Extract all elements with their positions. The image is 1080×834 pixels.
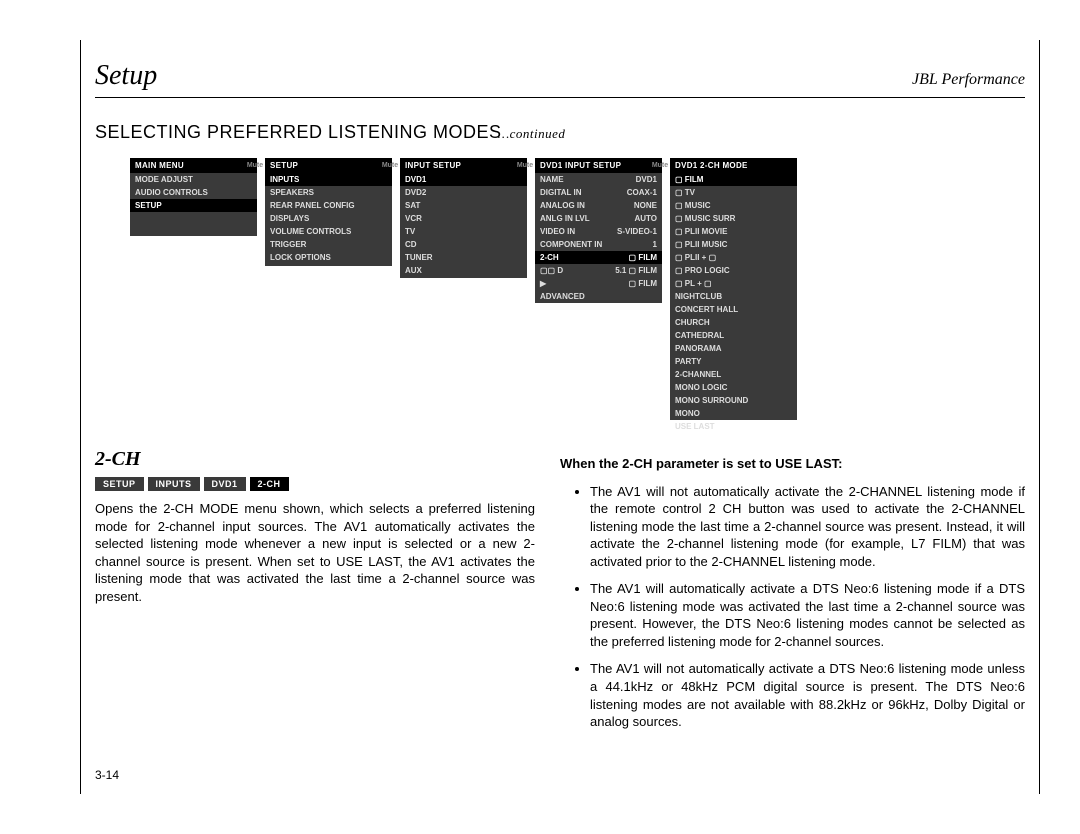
mute-icon: Mute (247, 158, 263, 172)
menu-item: MODE ADJUST (130, 173, 257, 186)
breadcrumb-item: SETUP (95, 477, 144, 491)
menu-item: REAR PANEL CONFIG (265, 199, 392, 212)
menu-item: PARTY (670, 355, 797, 368)
menu-item: CD (400, 238, 527, 251)
menu-row: NAMEDVD1 (535, 173, 662, 186)
mute-icon: Mute (652, 158, 668, 172)
menu-item: SETUP (130, 199, 257, 212)
section-title: SELECTING PREFERRED LISTENING MODES…cont… (95, 122, 565, 143)
menu-item: CONCERT HALL (670, 303, 797, 316)
menu-item: NIGHTCLUB (670, 290, 797, 303)
menu-item: ▢ FILM (670, 173, 797, 186)
menu-item: LOCK OPTIONS (265, 251, 392, 264)
page-number: 3-14 (95, 768, 119, 782)
menu-input-setup: Mute INPUT SETUP DVD1DVD2SATVCRTVCDTUNER… (400, 158, 527, 278)
menu-item: ▢ MUSIC SURR (670, 212, 797, 225)
body-right: When the 2-CH parameter is set to USE LA… (560, 455, 1025, 741)
menu-item: USE LAST (670, 420, 797, 433)
menu-item: DISPLAYS (265, 212, 392, 225)
menu-item: MONO (670, 407, 797, 420)
menu-item: SAT (400, 199, 527, 212)
menu-item: ▢ PL + ▢ (670, 277, 797, 290)
menu-dvd1-2ch: DVD1 2-CH MODE ▢ FILM▢ TV▢ MUSIC▢ MUSIC … (670, 158, 797, 420)
menu-row: COMPONENT IN1 (535, 238, 662, 251)
body-left-paragraph: Opens the 2-CH MODE menu shown, which se… (95, 500, 535, 605)
menu-item: TRIGGER (265, 238, 392, 251)
menu-item: VOLUME CONTROLS (265, 225, 392, 238)
header-brand: JBL Performance (912, 71, 1025, 89)
menu-item: ▢ TV (670, 186, 797, 199)
list-item: The AV1 will not automatically activate … (590, 660, 1025, 730)
menu-item: AUDIO CONTROLS (130, 186, 257, 199)
menu-row: ANLG IN LVLAUTO (535, 212, 662, 225)
menu-item: CATHEDRAL (670, 329, 797, 342)
mute-icon: Mute (382, 158, 398, 172)
menu-item: DVD1 (400, 173, 527, 186)
menu-row: 2-CH▢ FILM (535, 251, 662, 264)
breadcrumb: SETUP INPUTS DVD1 2-CH (95, 477, 293, 491)
menu-dvd1-input-title: DVD1 INPUT SETUP (535, 158, 662, 173)
menu-item: 2-CHANNEL (670, 368, 797, 381)
menu-input-setup-title: INPUT SETUP (400, 158, 527, 173)
menu-item: TV (400, 225, 527, 238)
menu-item: SPEAKERS (265, 186, 392, 199)
menu-row: ANALOG INNONE (535, 199, 662, 212)
menu-item: PANORAMA (670, 342, 797, 355)
menu-item: ▢ MUSIC (670, 199, 797, 212)
menu-item: MONO LOGIC (670, 381, 797, 394)
menu-main-title: MAIN MENU (130, 158, 257, 173)
menu-setup-title: SETUP (265, 158, 392, 173)
menu-item: CHURCH (670, 316, 797, 329)
menu-item: ▢ PLII MUSIC (670, 238, 797, 251)
menu-row: ▶▢ FILM (535, 277, 662, 290)
menu-item: ▢ PRO LOGIC (670, 264, 797, 277)
menu-item: DVD2 (400, 186, 527, 199)
menu-item: TUNER (400, 251, 527, 264)
menu-row: ▢▢ D5.1 ▢ FILM (535, 264, 662, 277)
body-right-list: The AV1 will not automatically activate … (560, 483, 1025, 731)
menu-setup: Mute SETUP INPUTSSPEAKERSREAR PANEL CONF… (265, 158, 392, 266)
menu-item: VCR (400, 212, 527, 225)
menu-main: Mute MAIN MENU MODE ADJUSTAUDIO CONTROLS… (130, 158, 257, 236)
mute-icon: Mute (517, 158, 533, 172)
menu-item: ▢ PLII MOVIE (670, 225, 797, 238)
menu-item: AUX (400, 264, 527, 277)
breadcrumb-item: INPUTS (148, 477, 200, 491)
menu-screenshots: Mute MAIN MENU MODE ADJUSTAUDIO CONTROLS… (130, 158, 797, 420)
menu-row: DIGITAL INCOAX-1 (535, 186, 662, 199)
header-section-name: Setup (95, 60, 157, 92)
section-continued: …continued (498, 126, 566, 141)
breadcrumb-item: DVD1 (204, 477, 246, 491)
breadcrumb-item: 2-CH (250, 477, 289, 491)
menu-item: INPUTS (265, 173, 392, 186)
list-item: The AV1 will not automatically activate … (590, 483, 1025, 571)
menu-dvd1-input: Mute DVD1 INPUT SETUP NAMEDVD1DIGITAL IN… (535, 158, 662, 303)
list-item: The AV1 will automatically activate a DT… (590, 580, 1025, 650)
menu-item: ▢ PLII + ▢ (670, 251, 797, 264)
menu-row: VIDEO INS-VIDEO-1 (535, 225, 662, 238)
body-right-title: When the 2-CH parameter is set to USE LA… (560, 455, 1025, 473)
menu-item: MONO SURROUND (670, 394, 797, 407)
page-header: Setup JBL Performance (95, 60, 1025, 98)
menu-dvd1-2ch-title: DVD1 2-CH MODE (670, 158, 797, 173)
section-title-text: SELECTING PREFERRED LISTENING MODES (95, 122, 502, 142)
subsection-title: 2-CH (95, 448, 141, 471)
menu-row: ADVANCED (535, 290, 662, 303)
